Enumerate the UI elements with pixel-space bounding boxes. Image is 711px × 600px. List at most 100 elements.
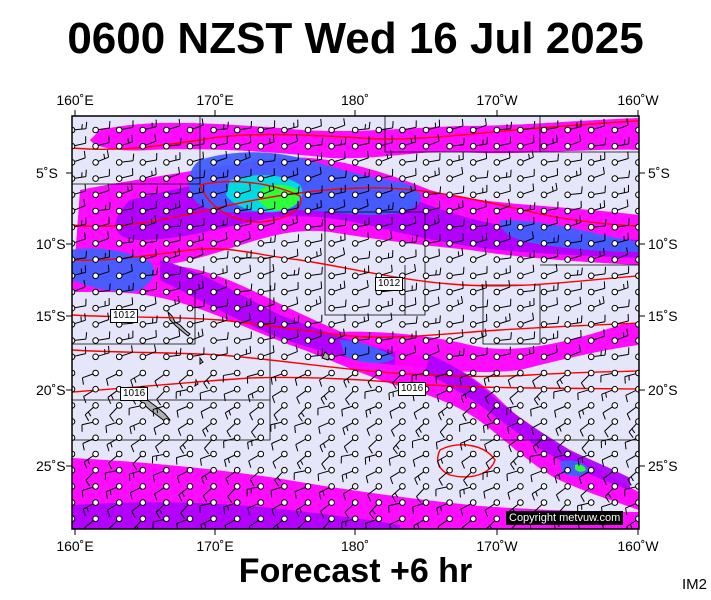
wind-barb-158 <box>257 216 275 231</box>
wind-barb-station <box>139 175 147 182</box>
wind-barb-feather <box>315 299 318 305</box>
wind-barb-station <box>587 304 595 312</box>
wind-barb-498 <box>600 434 619 449</box>
wind-barb-station <box>375 450 383 458</box>
wind-barb-station <box>375 240 383 247</box>
wind-barb-station <box>257 240 265 247</box>
wind-barb-feather <box>106 150 110 158</box>
wind-barb-feather <box>294 378 298 386</box>
wind-barb-station <box>328 304 335 312</box>
wind-barb-station <box>587 466 595 474</box>
wind-barb-feather <box>577 524 580 529</box>
wind-barb-178 <box>139 234 158 247</box>
wind-barb-station <box>163 450 170 458</box>
wind-barb-station <box>163 159 170 166</box>
wind-barb-feather <box>317 474 320 482</box>
wind-barb-294 <box>517 298 535 312</box>
wind-barb-station <box>540 353 548 361</box>
wind-barb-feather <box>201 328 204 336</box>
wind-barb-feather <box>457 251 460 257</box>
wind-barb-feather <box>463 479 468 487</box>
wind-barb-station <box>304 159 312 166</box>
wind-barb-245 <box>540 264 558 280</box>
wind-barb-137 <box>351 198 369 215</box>
wind-barb-363 <box>375 345 393 361</box>
wind-barb-feather <box>342 493 347 501</box>
wind-barb-feather <box>224 459 227 467</box>
wind-barb-station <box>281 256 288 263</box>
wind-barb-station <box>517 223 524 231</box>
wind-barb-feather <box>272 182 275 190</box>
wind-barb-feather <box>178 248 181 256</box>
wind-barb-353 <box>139 344 157 361</box>
wind-barb-43 <box>493 136 511 150</box>
wind-barb-station <box>139 207 147 215</box>
wind-barb-feather <box>323 395 328 401</box>
wind-barb-station <box>163 353 170 361</box>
wind-barb-station <box>446 142 453 150</box>
wind-barb-station <box>139 353 147 361</box>
wind-barb-station <box>469 159 477 166</box>
wind-barb-feather <box>414 134 417 142</box>
wind-barb-station <box>186 321 194 328</box>
isobar-label-1012-east: 1012 <box>375 277 404 291</box>
wind-barb-station <box>115 515 123 523</box>
wind-barb-station <box>163 256 170 263</box>
wind-barb-feather <box>579 134 582 142</box>
wind-barb-feather <box>557 234 560 242</box>
wind-barb-feather <box>391 264 393 272</box>
wind-barb-feather <box>202 280 204 288</box>
wind-barb-station <box>281 418 288 425</box>
wind-barb-station <box>446 385 453 393</box>
wind-barb-feather <box>530 409 532 417</box>
wind-barb-feather <box>174 251 177 257</box>
wind-barb-473 <box>604 418 619 438</box>
wind-barb-station <box>186 434 194 442</box>
wind-barb-571 <box>555 483 571 502</box>
wind-barb-603 <box>133 515 147 529</box>
wind-barb-station <box>399 418 406 425</box>
wind-barb-164 <box>399 216 417 231</box>
wind-barb-273 <box>611 280 629 296</box>
wind-barb-station <box>351 337 359 344</box>
wind-barb-507 <box>224 450 241 467</box>
wind-barb-station <box>233 126 241 134</box>
wind-barb-station <box>351 159 359 166</box>
wind-barb-station <box>564 450 571 458</box>
wind-barb-station <box>446 256 453 263</box>
rain-area-3 <box>330 322 639 373</box>
wind-barb-540 <box>414 466 430 486</box>
wind-barb-494 <box>508 434 524 453</box>
wind-barb-feather <box>199 393 202 401</box>
wind-barb-284 <box>281 296 299 312</box>
wind-barb-station <box>304 207 312 215</box>
wind-barb-feather <box>388 393 390 401</box>
wind-barb-station <box>399 402 406 409</box>
wind-barb-station <box>493 191 501 199</box>
wind-barb-271 <box>564 282 582 296</box>
wind-barb-413 <box>364 385 383 399</box>
wind-barb-feather <box>249 183 252 191</box>
wind-barb-station <box>611 483 619 490</box>
wind-barb-feather <box>202 429 207 437</box>
wind-barb-117 <box>469 184 488 199</box>
wind-barb-feather <box>508 445 512 453</box>
wind-barb-station <box>564 369 571 377</box>
wind-barb-station <box>257 483 265 490</box>
wind-barb-feather <box>270 237 272 243</box>
wind-barb-station <box>540 434 548 442</box>
wind-barb-88 <box>375 168 394 182</box>
wind-barb-feather <box>388 458 391 466</box>
wind-barb-feather <box>155 446 160 454</box>
wind-barb-93 <box>493 169 512 182</box>
wind-barb-station <box>328 353 335 361</box>
wind-barb-station <box>186 288 194 296</box>
wind-barb-46 <box>564 134 582 150</box>
wind-barb-station <box>351 353 359 361</box>
isobar-7 <box>199 180 302 223</box>
wind-barb-station <box>304 126 312 134</box>
lat-label-right-25s: 25˚S <box>648 458 678 474</box>
wind-barb-feather <box>507 379 511 387</box>
wind-barb-feather <box>627 479 632 486</box>
